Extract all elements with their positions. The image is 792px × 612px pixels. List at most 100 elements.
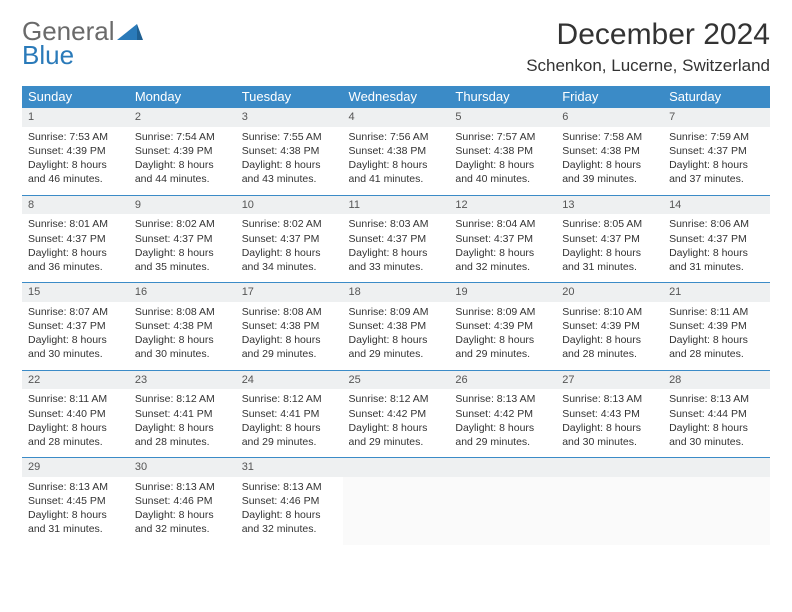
day-number-empty [343, 458, 450, 477]
day-number: 10 [236, 196, 343, 215]
daylight-line: Daylight: 8 hours and 33 minutes. [349, 246, 444, 274]
day-body: Sunrise: 8:10 AMSunset: 4:39 PMDaylight:… [556, 302, 663, 370]
calendar-cell: 22Sunrise: 8:11 AMSunset: 4:40 PMDayligh… [22, 370, 129, 458]
page-title: December 2024 [526, 18, 770, 52]
day-body: Sunrise: 7:59 AMSunset: 4:37 PMDaylight:… [663, 127, 770, 195]
daylight-line: Daylight: 8 hours and 34 minutes. [242, 246, 337, 274]
sunrise-line: Sunrise: 8:01 AM [28, 217, 123, 231]
sunrise-line: Sunrise: 8:13 AM [562, 392, 657, 406]
sunset-line: Sunset: 4:38 PM [242, 319, 337, 333]
sunrise-line: Sunrise: 8:09 AM [349, 305, 444, 319]
sunset-line: Sunset: 4:37 PM [562, 232, 657, 246]
brand-triangle-icon [117, 22, 143, 48]
day-body: Sunrise: 8:13 AMSunset: 4:44 PMDaylight:… [663, 389, 770, 457]
calendar-cell: 1Sunrise: 7:53 AMSunset: 4:39 PMDaylight… [22, 108, 129, 196]
calendar-cell: 18Sunrise: 8:09 AMSunset: 4:38 PMDayligh… [343, 283, 450, 371]
day-header: Friday [556, 86, 663, 108]
calendar-cell: 9Sunrise: 8:02 AMSunset: 4:37 PMDaylight… [129, 195, 236, 283]
sunset-line: Sunset: 4:39 PM [562, 319, 657, 333]
day-body: Sunrise: 8:06 AMSunset: 4:37 PMDaylight:… [663, 214, 770, 282]
sunset-line: Sunset: 4:37 PM [242, 232, 337, 246]
day-body: Sunrise: 8:02 AMSunset: 4:37 PMDaylight:… [129, 214, 236, 282]
calendar-cell [343, 458, 450, 545]
calendar-cell: 30Sunrise: 8:13 AMSunset: 4:46 PMDayligh… [129, 458, 236, 545]
day-body: Sunrise: 7:53 AMSunset: 4:39 PMDaylight:… [22, 127, 129, 195]
daylight-line: Daylight: 8 hours and 35 minutes. [135, 246, 230, 274]
sunrise-line: Sunrise: 8:02 AM [135, 217, 230, 231]
sunset-line: Sunset: 4:37 PM [669, 144, 764, 158]
sunset-line: Sunset: 4:38 PM [242, 144, 337, 158]
calendar-cell: 14Sunrise: 8:06 AMSunset: 4:37 PMDayligh… [663, 195, 770, 283]
calendar-cell: 24Sunrise: 8:12 AMSunset: 4:41 PMDayligh… [236, 370, 343, 458]
daylight-line: Daylight: 8 hours and 41 minutes. [349, 158, 444, 186]
day-number: 18 [343, 283, 450, 302]
sunset-line: Sunset: 4:39 PM [669, 319, 764, 333]
calendar-cell: 25Sunrise: 8:12 AMSunset: 4:42 PMDayligh… [343, 370, 450, 458]
sunrise-line: Sunrise: 8:03 AM [349, 217, 444, 231]
sunset-line: Sunset: 4:37 PM [349, 232, 444, 246]
daylight-line: Daylight: 8 hours and 32 minutes. [455, 246, 550, 274]
day-body: Sunrise: 7:56 AMSunset: 4:38 PMDaylight:… [343, 127, 450, 195]
calendar-cell: 2Sunrise: 7:54 AMSunset: 4:39 PMDaylight… [129, 108, 236, 196]
calendar-week: 8Sunrise: 8:01 AMSunset: 4:37 PMDaylight… [22, 195, 770, 283]
day-body: Sunrise: 7:55 AMSunset: 4:38 PMDaylight:… [236, 127, 343, 195]
day-number-empty [556, 458, 663, 477]
daylight-line: Daylight: 8 hours and 36 minutes. [28, 246, 123, 274]
sunset-line: Sunset: 4:42 PM [455, 407, 550, 421]
sunrise-line: Sunrise: 8:09 AM [455, 305, 550, 319]
sunset-line: Sunset: 4:38 PM [455, 144, 550, 158]
day-number: 22 [22, 371, 129, 390]
calendar-body: 1Sunrise: 7:53 AMSunset: 4:39 PMDaylight… [22, 108, 770, 545]
daylight-line: Daylight: 8 hours and 28 minutes. [135, 421, 230, 449]
day-body: Sunrise: 8:11 AMSunset: 4:39 PMDaylight:… [663, 302, 770, 370]
calendar-cell: 6Sunrise: 7:58 AMSunset: 4:38 PMDaylight… [556, 108, 663, 196]
calendar-cell: 20Sunrise: 8:10 AMSunset: 4:39 PMDayligh… [556, 283, 663, 371]
day-number-empty [663, 458, 770, 477]
daylight-line: Daylight: 8 hours and 29 minutes. [455, 333, 550, 361]
sunrise-line: Sunrise: 8:11 AM [669, 305, 764, 319]
day-number: 2 [129, 108, 236, 127]
daylight-line: Daylight: 8 hours and 30 minutes. [135, 333, 230, 361]
day-number: 13 [556, 196, 663, 215]
sunset-line: Sunset: 4:37 PM [28, 232, 123, 246]
sunset-line: Sunset: 4:41 PM [135, 407, 230, 421]
calendar-cell: 12Sunrise: 8:04 AMSunset: 4:37 PMDayligh… [449, 195, 556, 283]
sunrise-line: Sunrise: 7:54 AM [135, 130, 230, 144]
daylight-line: Daylight: 8 hours and 30 minutes. [562, 421, 657, 449]
title-block: December 2024 Schenkon, Lucerne, Switzer… [526, 18, 770, 76]
calendar-cell: 5Sunrise: 7:57 AMSunset: 4:38 PMDaylight… [449, 108, 556, 196]
sunrise-line: Sunrise: 8:13 AM [242, 480, 337, 494]
calendar-cell: 29Sunrise: 8:13 AMSunset: 4:45 PMDayligh… [22, 458, 129, 545]
day-header: Tuesday [236, 86, 343, 108]
calendar-week: 15Sunrise: 8:07 AMSunset: 4:37 PMDayligh… [22, 283, 770, 371]
sunset-line: Sunset: 4:37 PM [669, 232, 764, 246]
calendar-cell: 26Sunrise: 8:13 AMSunset: 4:42 PMDayligh… [449, 370, 556, 458]
daylight-line: Daylight: 8 hours and 29 minutes. [242, 333, 337, 361]
sunrise-line: Sunrise: 8:04 AM [455, 217, 550, 231]
sunset-line: Sunset: 4:39 PM [135, 144, 230, 158]
day-number: 6 [556, 108, 663, 127]
day-header: Monday [129, 86, 236, 108]
calendar-cell: 27Sunrise: 8:13 AMSunset: 4:43 PMDayligh… [556, 370, 663, 458]
daylight-line: Daylight: 8 hours and 43 minutes. [242, 158, 337, 186]
sunset-line: Sunset: 4:39 PM [455, 319, 550, 333]
calendar-head: SundayMondayTuesdayWednesdayThursdayFrid… [22, 86, 770, 108]
day-number: 11 [343, 196, 450, 215]
sunset-line: Sunset: 4:38 PM [349, 319, 444, 333]
calendar-cell: 21Sunrise: 8:11 AMSunset: 4:39 PMDayligh… [663, 283, 770, 371]
calendar-cell: 31Sunrise: 8:13 AMSunset: 4:46 PMDayligh… [236, 458, 343, 545]
sunset-line: Sunset: 4:44 PM [669, 407, 764, 421]
sunrise-line: Sunrise: 8:06 AM [669, 217, 764, 231]
location-text: Schenkon, Lucerne, Switzerland [526, 56, 770, 76]
sunset-line: Sunset: 4:38 PM [349, 144, 444, 158]
sunset-line: Sunset: 4:42 PM [349, 407, 444, 421]
day-body: Sunrise: 8:13 AMSunset: 4:46 PMDaylight:… [236, 477, 343, 545]
daylight-line: Daylight: 8 hours and 32 minutes. [135, 508, 230, 536]
day-body: Sunrise: 8:12 AMSunset: 4:41 PMDaylight:… [236, 389, 343, 457]
day-body: Sunrise: 8:02 AMSunset: 4:37 PMDaylight:… [236, 214, 343, 282]
calendar-cell: 15Sunrise: 8:07 AMSunset: 4:37 PMDayligh… [22, 283, 129, 371]
sunrise-line: Sunrise: 7:59 AM [669, 130, 764, 144]
sunrise-line: Sunrise: 7:57 AM [455, 130, 550, 144]
calendar-cell: 4Sunrise: 7:56 AMSunset: 4:38 PMDaylight… [343, 108, 450, 196]
day-number: 30 [129, 458, 236, 477]
